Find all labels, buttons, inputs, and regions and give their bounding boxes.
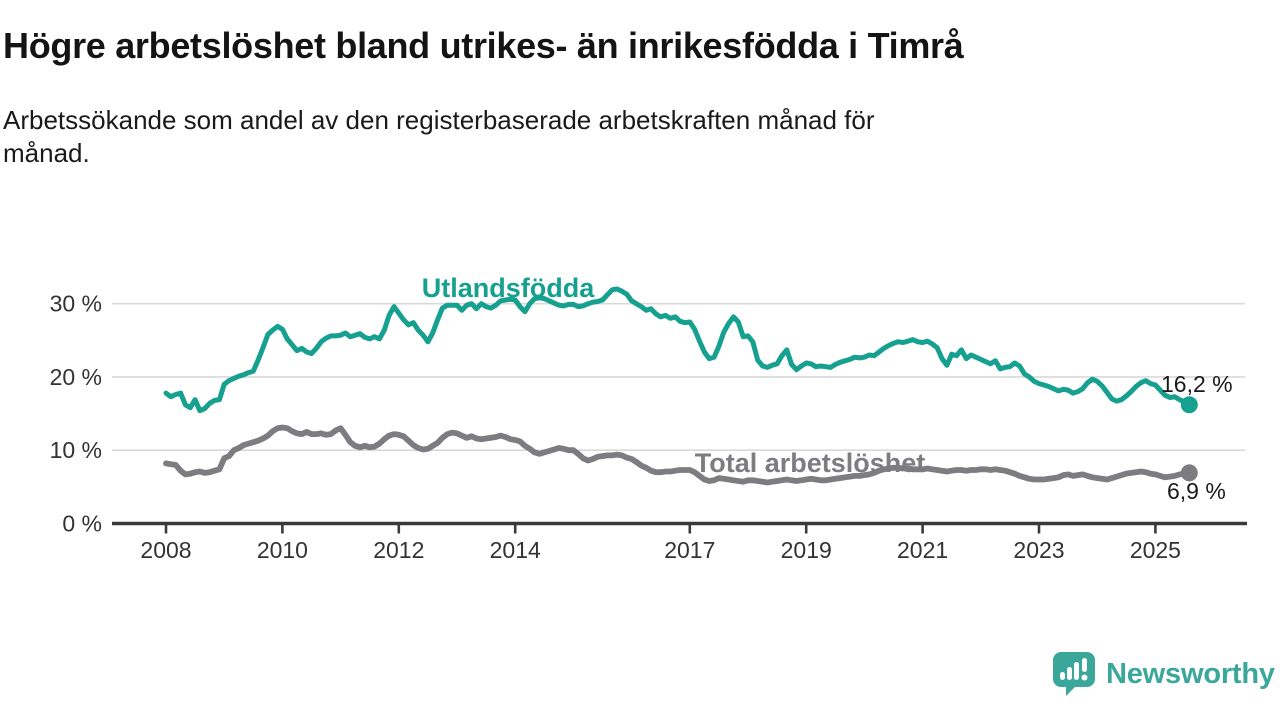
newsworthy-logo[interactable]: Newsworthy (1052, 651, 1275, 697)
chart-subtitle-line1: Arbetssökande som andel av den registerb… (3, 104, 875, 135)
x-tick-label: 2021 (897, 537, 948, 563)
x-tick-label: 2025 (1130, 537, 1181, 563)
newsworthy-brand-text: Newsworthy (1106, 657, 1275, 690)
x-tick-label: 2017 (664, 537, 715, 563)
chart-subtitle: Arbetssökande som andel av den registerb… (3, 104, 1273, 170)
end-value-label-utlandsfodda: 16,2 % (1161, 371, 1233, 397)
end-value-label-total: 6,9 % (1167, 478, 1226, 504)
total-end-dot (1180, 464, 1198, 482)
x-tick-label: 2014 (490, 537, 541, 563)
gridlines (112, 302, 1245, 452)
x-tick-label: 2008 (140, 537, 191, 563)
newsworthy-logo-icon (1053, 652, 1095, 696)
y-tick-label: 30 % (50, 291, 102, 317)
y-tick-label: 0 % (62, 511, 102, 537)
x-tick-label: 2010 (257, 537, 308, 563)
utlandsfodda-line (163, 286, 1192, 414)
y-tick-labels: 0 % 10 % 20 % 30 % (50, 291, 102, 537)
x-tick-label: 2023 (1013, 537, 1064, 563)
chart-subtitle-line2: månad. (3, 137, 90, 168)
utlandsfodda-end-dot (1180, 396, 1198, 414)
chart-title: Högre arbetslöshet bland utrikes- än inr… (3, 25, 964, 66)
x-axis-ticks (164, 523, 1157, 534)
series-label-utlandsfodda: Utlandsfödda (422, 273, 595, 303)
series-label-total-arbetsloshet: Total arbetslöshet (695, 448, 926, 478)
y-tick-label: 10 % (50, 437, 102, 463)
x-tick-labels: 2008 2010 2012 2014 2017 2019 2021 2023 2025 (140, 537, 1181, 563)
header: Högre arbetslöshet bland utrikes- än inr… (3, 0, 1273, 170)
y-tick-label: 20 % (50, 364, 102, 390)
x-tick-label: 2019 (781, 537, 832, 563)
total-arbetsloshet-line (163, 424, 1193, 486)
x-tick-label: 2012 (373, 537, 424, 563)
